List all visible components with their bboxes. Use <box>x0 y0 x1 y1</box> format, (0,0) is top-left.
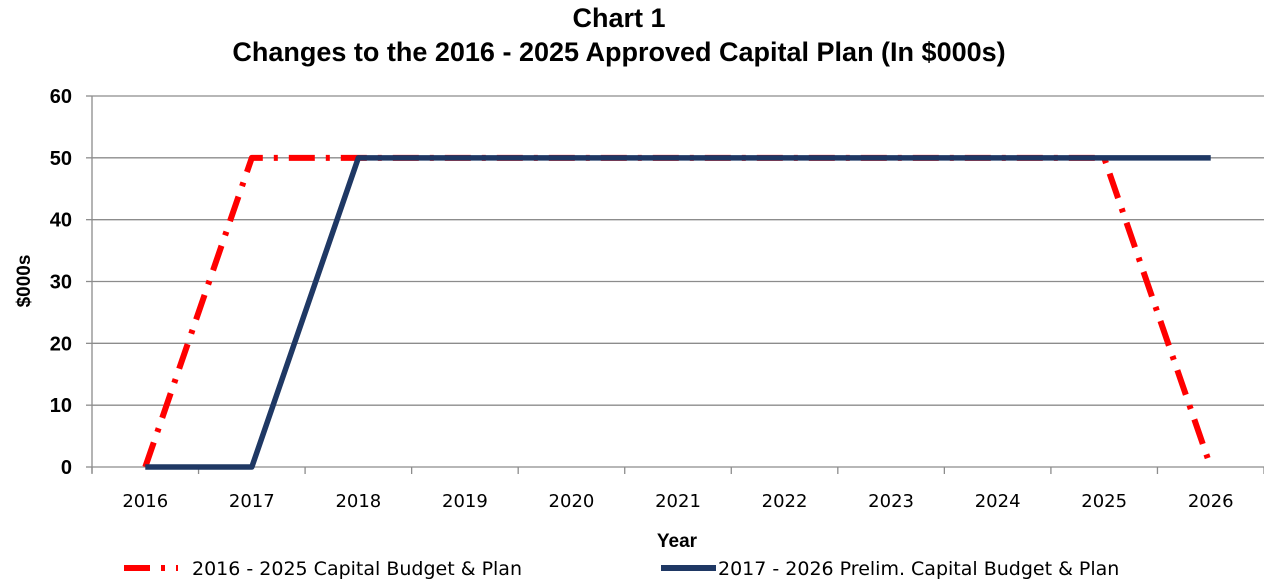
legend-item-prelim-plan: 2017 - 2026 Prelim. Capital Budget & Pla… <box>661 558 1119 580</box>
plot-series <box>145 158 1210 467</box>
y-tick-label: 0 <box>61 457 72 479</box>
x-tick-label: 2019 <box>442 491 488 512</box>
legend-label-budget-plan: 2016 - 2025 Capital Budget & Plan <box>192 558 522 580</box>
legend: 2016 - 2025 Capital Budget & Plan 2017 -… <box>124 558 1119 580</box>
y-tick-label: 50 <box>50 148 72 170</box>
legend-item-budget-plan: 2016 - 2025 Capital Budget & Plan <box>124 558 522 580</box>
y-axis: 0 10 20 30 40 50 60 <box>50 86 92 479</box>
x-tick-label: 2024 <box>975 491 1021 512</box>
chart-title: Chart 1 <box>572 3 665 33</box>
x-tick-label: 2023 <box>868 491 914 512</box>
x-tick-label: 2016 <box>122 491 168 512</box>
grid <box>92 96 1264 467</box>
legend-label-prelim-plan: 2017 - 2026 Prelim. Capital Budget & Pla… <box>718 558 1119 580</box>
x-tick-label: 2017 <box>229 491 275 512</box>
y-tick-label: 20 <box>50 333 72 355</box>
x-axis-label: Year <box>657 531 698 552</box>
y-tick-label: 10 <box>50 395 72 417</box>
y-tick-label: 60 <box>50 86 72 108</box>
x-tick-label: 2021 <box>655 491 701 512</box>
y-axis-label: $000s <box>14 255 35 308</box>
x-tick-label: 2022 <box>762 491 808 512</box>
x-tick-label: 2026 <box>1188 491 1234 512</box>
x-tick-label: 2020 <box>549 491 595 512</box>
chart-subtitle: Changes to the 2016 - 2025 Approved Capi… <box>232 37 1005 67</box>
y-tick-label: 30 <box>50 272 72 294</box>
x-tick-label: 2025 <box>1081 491 1127 512</box>
x-tick-label: 2018 <box>335 491 381 512</box>
y-tick-label: 40 <box>50 210 72 232</box>
x-axis: 2016 2017 2018 2019 2020 2021 2022 2023 2024 2025… <box>92 467 1264 512</box>
series-line-prelim-plan <box>145 158 1210 467</box>
